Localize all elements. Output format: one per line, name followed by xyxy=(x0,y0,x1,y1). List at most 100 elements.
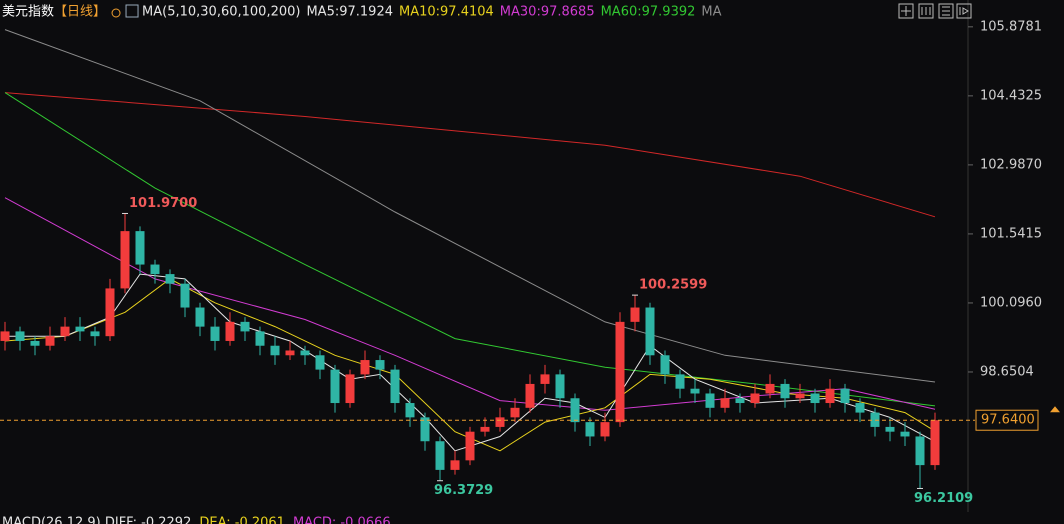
annotation: 96.3729 xyxy=(434,483,493,498)
candle-body xyxy=(585,422,595,437)
candle-body xyxy=(645,307,655,356)
candle-body xyxy=(615,321,625,423)
candle-body xyxy=(45,336,55,346)
y-tick-label: 104.4325 xyxy=(980,88,1042,103)
candle-body xyxy=(720,398,730,408)
annotation: 96.2109 xyxy=(914,491,973,506)
candle-body xyxy=(405,403,415,418)
macd-label: DEA: -0.2061 xyxy=(199,516,285,524)
candle-body xyxy=(930,420,940,466)
candle-body xyxy=(75,326,85,332)
ma-line xyxy=(4,92,936,407)
candle-body xyxy=(750,393,760,404)
settings-icon xyxy=(111,8,121,18)
toolbar-glyph xyxy=(901,6,969,16)
candle-body xyxy=(135,231,145,265)
candle-body xyxy=(600,422,610,437)
candle-body xyxy=(630,307,640,322)
candle-body xyxy=(825,388,835,404)
candle-body xyxy=(735,398,745,404)
candle-body xyxy=(390,369,400,404)
title: 美元指数 xyxy=(2,5,54,20)
candle-body xyxy=(165,274,175,284)
candle-body xyxy=(480,426,490,432)
candle-body xyxy=(465,431,475,461)
candle-body xyxy=(705,393,715,408)
candle-body xyxy=(660,355,670,375)
candle-body xyxy=(900,431,910,437)
candle-body xyxy=(345,374,355,404)
annotation: 100.2599 xyxy=(639,278,707,293)
candle-body xyxy=(15,331,25,341)
annotation: 101.9700 xyxy=(129,196,197,211)
candle-body xyxy=(450,460,460,470)
y-tick-label: 100.0960 xyxy=(980,295,1042,310)
candle-body xyxy=(375,360,385,370)
candle-body xyxy=(540,374,550,384)
candle-body xyxy=(30,340,40,346)
candle-body xyxy=(300,350,310,356)
period: 【日线】 xyxy=(54,5,106,20)
candle-body xyxy=(555,374,565,399)
toolbar-icon[interactable] xyxy=(898,3,914,19)
candle-body xyxy=(120,231,130,289)
candle-body xyxy=(570,398,580,423)
candle-body xyxy=(690,388,700,394)
candle-body xyxy=(270,345,280,356)
toolbar-icon[interactable] xyxy=(918,3,934,19)
candle-body xyxy=(210,326,220,341)
candle-body xyxy=(225,321,235,341)
legend-entry: MA5:97.1924 xyxy=(306,5,393,20)
candle-body xyxy=(795,393,805,399)
last-price-box xyxy=(975,409,1039,431)
legend-entry: MA60:97.9392 xyxy=(601,5,696,20)
candle-body xyxy=(150,264,160,275)
candle-body xyxy=(195,307,205,327)
candle-body xyxy=(780,383,790,399)
candle-body xyxy=(240,321,250,332)
ma-params: MA(5,10,30,60,100,200) xyxy=(142,5,300,20)
legend-entry: MA30:97.8685 xyxy=(500,5,595,20)
candle-body xyxy=(105,288,115,337)
macd-label: MACD: -0.0666 xyxy=(293,516,391,524)
candle-body xyxy=(810,393,820,404)
y-tick-label: 98.6504 xyxy=(980,364,1034,379)
y-tick-label: 105.8781 xyxy=(980,19,1042,34)
chart-icon xyxy=(125,4,139,18)
last-price-marker xyxy=(1050,406,1060,413)
candle-body xyxy=(765,383,775,394)
candle-body xyxy=(315,355,325,370)
macd-label: MACD(26,12,9) DIFF: -0.2292 xyxy=(2,516,191,524)
candle-body xyxy=(180,283,190,308)
candle-body xyxy=(840,388,850,404)
toolbar-icon[interactable] xyxy=(938,3,954,19)
candle-body xyxy=(60,326,70,337)
last-price-label: 97.6400 xyxy=(981,413,1035,428)
toolbar-icon[interactable] xyxy=(956,3,972,19)
candle-body xyxy=(330,369,340,404)
candle-body xyxy=(0,331,10,341)
candle-body xyxy=(90,331,100,337)
toolbar xyxy=(898,3,972,19)
candle-body xyxy=(420,417,430,442)
candle-body xyxy=(915,436,925,466)
candle-body xyxy=(285,350,295,356)
y-tick-label: 102.9870 xyxy=(980,157,1042,172)
candle-body xyxy=(255,331,265,346)
candle-body xyxy=(525,383,535,408)
candle-body xyxy=(885,426,895,432)
candle-body xyxy=(495,417,505,427)
candle-body xyxy=(855,403,865,413)
candle-body xyxy=(435,441,445,470)
candle-body xyxy=(675,374,685,389)
ma-line xyxy=(4,29,936,383)
candle-body xyxy=(360,360,370,375)
legend-entry: MA10:97.4104 xyxy=(399,5,494,20)
y-tick-label: 101.5415 xyxy=(980,226,1042,241)
legend-entry: MA xyxy=(701,5,721,20)
candle-body xyxy=(510,407,520,418)
ma-line xyxy=(4,92,936,218)
